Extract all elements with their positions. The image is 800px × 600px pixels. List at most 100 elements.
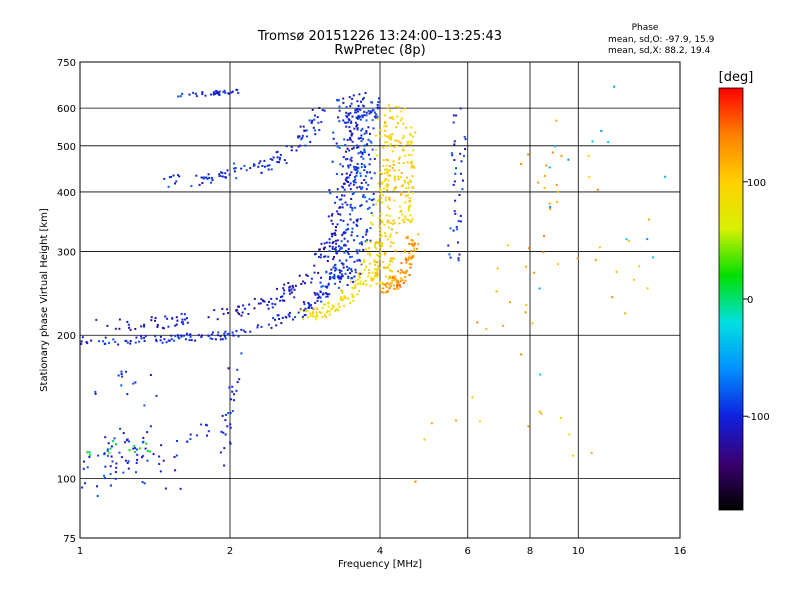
data-point [507,244,510,247]
data-point [365,111,368,114]
data-point [411,218,414,220]
data-point [381,182,384,185]
data-point [452,183,455,186]
data-point [343,188,346,191]
data-point [411,175,414,178]
data-point [326,295,329,298]
data-point [378,171,381,174]
data-point [382,266,385,269]
data-point [347,181,349,183]
data-point [349,301,352,304]
data-point [227,312,230,314]
data-point [112,338,115,341]
data-point [336,188,339,191]
data-point [210,181,212,184]
data-point [397,175,400,178]
data-point [320,121,323,123]
data-point [351,209,354,212]
data-point [318,129,321,131]
data-point [327,283,330,286]
data-point [543,174,546,177]
data-point [363,268,366,271]
data-point [346,116,349,119]
data-point [398,222,401,225]
data-point [364,280,367,282]
data-point [283,159,286,162]
data-point [344,296,347,299]
data-point [387,277,390,280]
data-point [178,337,181,340]
data-point [362,195,364,198]
data-point [598,246,601,249]
data-point [141,481,144,483]
data-point [376,254,379,257]
data-point [121,375,124,378]
data-point [345,121,348,124]
data-point [304,307,307,310]
data-point [290,145,293,148]
data-point [379,189,382,191]
data-point [353,168,356,171]
data-point [342,119,345,122]
data-point [302,301,305,304]
data-point [336,196,339,199]
data-point [386,267,389,269]
data-point [349,164,352,167]
data-point [410,220,413,223]
data-point [341,173,344,176]
data-point [360,204,363,206]
data-point [382,260,385,263]
data-point [374,111,376,114]
data-point [355,174,358,177]
data-point [402,122,405,125]
data-point [281,295,284,298]
data-point [325,311,328,314]
data-point [392,150,394,153]
data-point [560,155,563,158]
colorbar-ticks: 100 0 -100 [743,178,770,423]
data-point [389,117,392,119]
data-point [156,324,159,326]
data-point [310,304,312,307]
data-point [128,326,131,329]
data-point [378,216,381,219]
data-point [377,254,380,257]
data-point [340,270,343,272]
data-point [392,160,395,163]
data-point [386,186,389,189]
data-point [348,184,351,187]
colorbar-tick-label: 0 [747,295,753,306]
data-point [285,145,288,148]
data-point [359,150,362,153]
data-point [411,240,414,243]
data-point [409,132,411,135]
data-point [223,335,226,338]
data-point [455,419,458,422]
data-point [356,259,359,262]
data-point [158,463,161,465]
data-point [276,314,279,317]
data-point [325,241,328,244]
data-point [393,257,396,260]
data-point [384,129,387,132]
data-point [369,132,371,135]
data-point [351,277,353,280]
y-axis: 75 100 200 300 400 500 600 750 [57,58,76,545]
data-point [378,97,380,100]
data-point [406,235,409,238]
data-point [392,275,394,278]
data-point [174,335,177,338]
data-point [369,262,372,265]
data-point [132,382,135,385]
data-point [194,92,197,95]
data-point [309,312,312,315]
data-point [328,238,331,241]
data-point [412,243,415,246]
data-point [120,370,123,373]
data-point [195,174,198,177]
data-point [337,116,340,119]
data-point [393,187,396,190]
data-point [318,311,321,314]
data-point [378,267,381,270]
data-point [282,287,285,290]
